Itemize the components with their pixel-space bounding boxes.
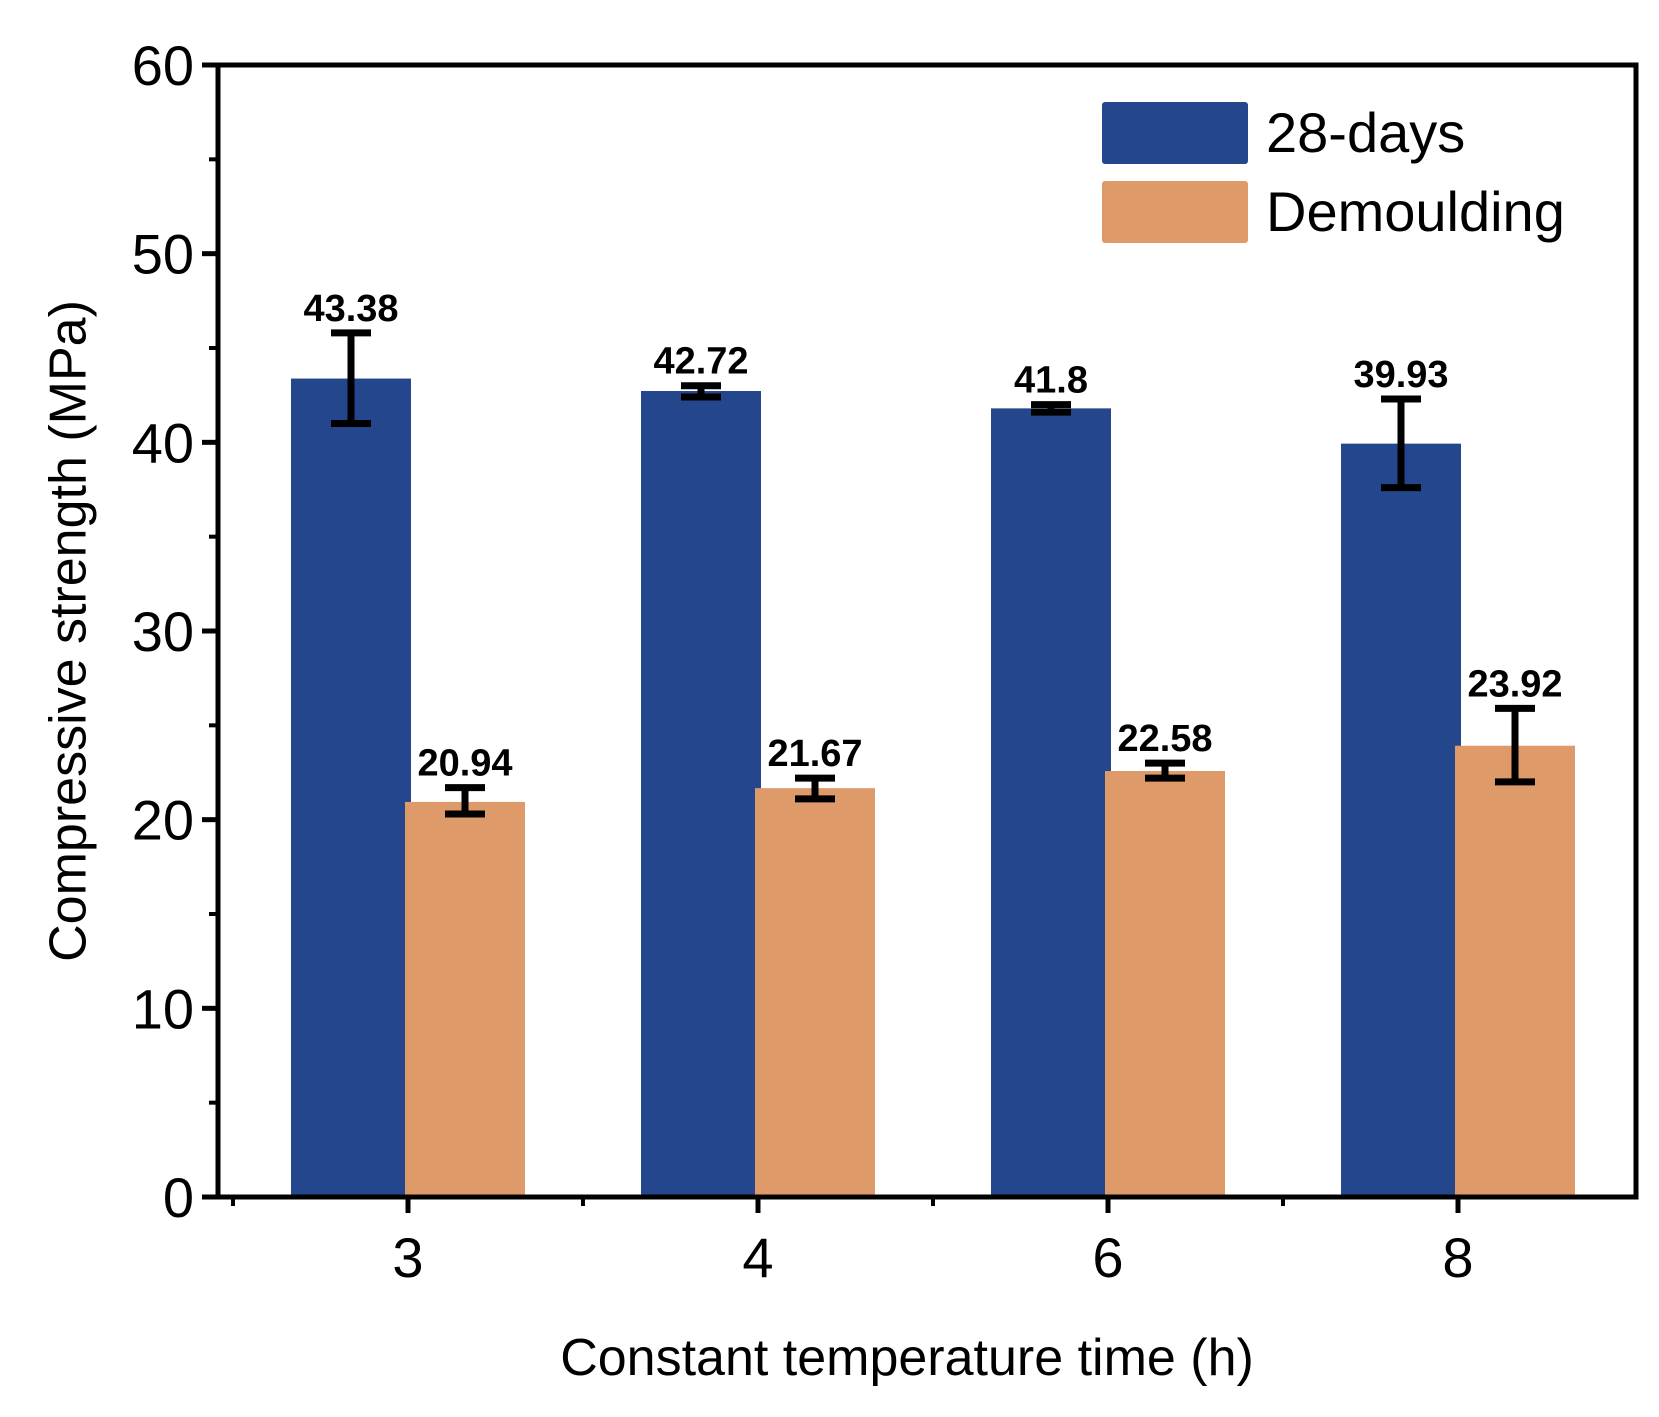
legend-label-28-days: 28-days (1266, 101, 1465, 164)
x-axis-title: Constant temperature time (h) (560, 1329, 1254, 1387)
x-tick-label-8: 8 (1442, 1226, 1473, 1289)
bar-demoulding-4 (755, 788, 875, 1197)
legend-label-demoulding: Demoulding (1266, 180, 1565, 243)
x-tick-label-3: 3 (392, 1226, 423, 1289)
legend: 28-days Demoulding (1102, 101, 1565, 243)
y-axis-title: Compressive strength (MPa) (40, 300, 98, 962)
y-tick-label-20: 20 (132, 789, 194, 852)
bar-28-days-8 (1341, 443, 1461, 1197)
y-axis: 0 10 20 30 40 50 60 (132, 34, 218, 1229)
y-tick-label-30: 30 (132, 600, 194, 663)
bar-28-days-4 (641, 391, 761, 1197)
data-label-demoulding-6: 22.58 (1117, 718, 1212, 760)
data-label-28-days-3: 43.38 (303, 288, 398, 330)
y-tick-label-50: 50 (132, 223, 194, 286)
legend-swatch-28-days (1102, 102, 1248, 164)
y-tick-label-0: 0 (163, 1166, 194, 1229)
data-label-28-days-6: 41.8 (1014, 360, 1088, 402)
x-tick-label-6: 6 (1092, 1226, 1123, 1289)
data-label-28-days-8: 39.93 (1353, 354, 1448, 396)
error-bars-layer (331, 329, 1535, 818)
data-labels-layer: 43.38 42.72 41.8 39.93 20.94 21.67 22.58 23.92 (303, 288, 1562, 785)
bars-layer (291, 378, 1575, 1198)
bar-28-days-3 (291, 378, 411, 1198)
data-label-28-days-4: 42.72 (653, 341, 748, 383)
y-tick-label-60: 60 (132, 34, 194, 97)
data-label-demoulding-4: 21.67 (767, 733, 862, 775)
data-label-demoulding-8: 23.92 (1467, 663, 1562, 705)
bar-28-days-6 (991, 408, 1111, 1198)
legend-swatch-demoulding (1102, 181, 1248, 243)
bar-demoulding-8 (1455, 745, 1575, 1197)
y-tick-label-10: 10 (132, 977, 194, 1040)
data-label-demoulding-3: 20.94 (417, 743, 512, 785)
bar-demoulding-3 (405, 801, 525, 1197)
x-axis: 3 4 6 8 (231, 1197, 1474, 1289)
x-tick-label-4: 4 (742, 1226, 773, 1289)
y-tick-label-40: 40 (132, 411, 194, 474)
bar-demoulding-6 (1105, 770, 1225, 1197)
